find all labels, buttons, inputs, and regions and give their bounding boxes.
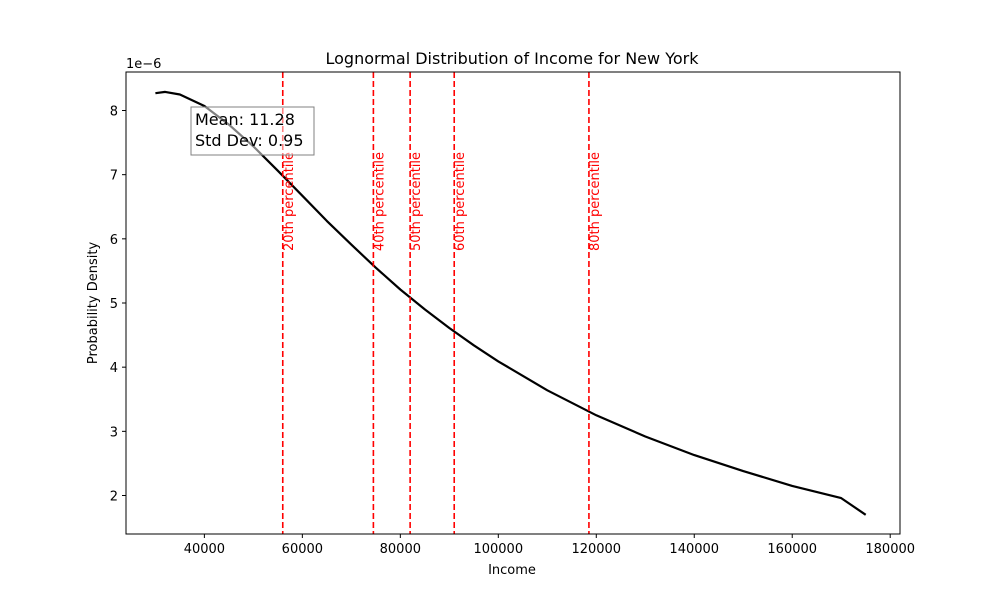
stats-std-text: Std Dev: 0.95 [195, 131, 304, 150]
x-tick-label: 60000 [282, 542, 323, 557]
x-axis-label: Income [488, 563, 536, 578]
x-tick-label: 80000 [380, 542, 421, 557]
x-tick-label: 160000 [767, 542, 817, 557]
y-offset-label: 1e−6 [126, 57, 161, 72]
chart-title: Lognormal Distribution of Income for New… [326, 49, 700, 68]
y-tick-label: 2 [110, 490, 118, 505]
y-tick-label: 3 [110, 425, 118, 440]
y-axis-label: Probability Density [86, 242, 101, 365]
x-tick-label: 140000 [669, 542, 719, 557]
percentile-label: 50th percentile [409, 152, 424, 251]
y-tick-label: 8 [110, 105, 118, 120]
stats-box: Mean: 11.28 Std Dev: 0.95 [190, 106, 315, 156]
x-tick-label: 180000 [865, 542, 915, 557]
stats-mean-text: Mean: 11.28 [195, 110, 295, 129]
plot-area: 20th percentile 40th percentile 50th perce… [155, 72, 867, 534]
stats-box-frame [190, 106, 315, 156]
y-tick-label: 6 [110, 233, 118, 248]
y-tick-label: 5 [110, 297, 118, 312]
y-tick-label: 7 [110, 169, 118, 184]
x-axis: 40000 60000 80000 100000 120000 140000 160000 1… [184, 534, 915, 557]
percentile-label: 80th percentile [588, 152, 603, 251]
percentile-label: 20th percentile [282, 152, 297, 251]
y-tick-label: 4 [110, 361, 118, 376]
x-tick-label: 100000 [473, 542, 523, 557]
x-tick-label: 40000 [184, 542, 225, 557]
percentile-label: 40th percentile [372, 152, 387, 251]
x-tick-label: 120000 [571, 542, 621, 557]
y-axis: 2 3 4 5 6 7 8 [110, 105, 126, 505]
percentile-label: 60th percentile [453, 152, 468, 251]
